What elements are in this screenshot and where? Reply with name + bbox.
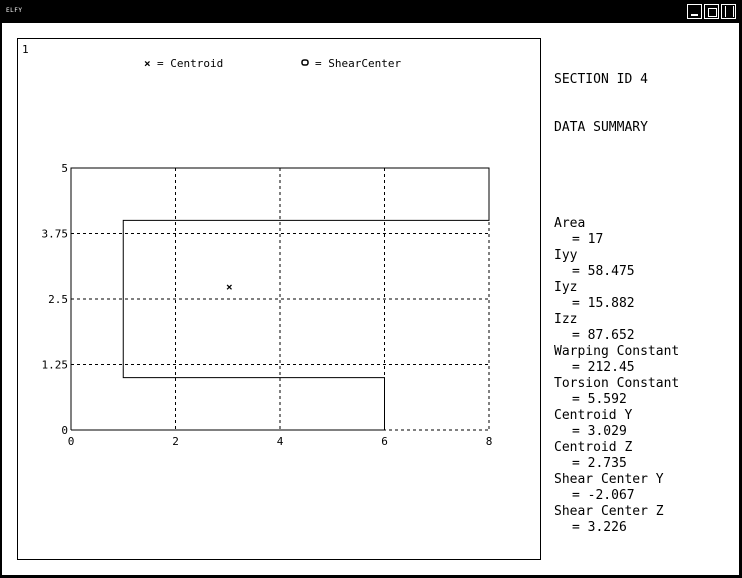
summary-value: = 2.735 bbox=[572, 456, 627, 471]
section-chart: 1 × = Centroid = ShearCenter 0 2 4 6 8 0 1.25 2… bbox=[22, 43, 493, 448]
legend-shearcenter-label: = ShearCenter bbox=[315, 57, 401, 70]
client-area: 1 × = Centroid = ShearCenter 0 2 4 6 8 0 1.25 2… bbox=[2, 23, 739, 575]
summary-label: Warping Constant bbox=[554, 344, 680, 359]
circle-icon bbox=[301, 59, 309, 66]
window-title: ELFY bbox=[6, 7, 23, 14]
summary-label: Torsion Constant bbox=[554, 376, 680, 391]
summary-value: = 15.882 bbox=[572, 296, 635, 311]
title-bar: ELFY bbox=[0, 0, 742, 22]
section-id-heading: SECTION ID 4 bbox=[554, 72, 648, 87]
x-tick-label: 6 bbox=[381, 435, 388, 448]
y-tick-label: 0 bbox=[61, 424, 68, 437]
summary-label: Centroid Z bbox=[554, 440, 633, 455]
x-tick-label: 4 bbox=[277, 435, 284, 448]
data-summary-panel: SECTION ID 4 DATA SUMMARY Area = 17 Iyy = 5… bbox=[554, 40, 734, 568]
x-tick-label: 0 bbox=[68, 435, 75, 448]
y-tick-label: 5 bbox=[61, 162, 68, 175]
summary-value: = 3.226 bbox=[572, 520, 627, 535]
y-tick-label: 3.75 bbox=[42, 228, 69, 241]
summary-label: Iyy bbox=[554, 248, 578, 263]
x-tick-label: 2 bbox=[172, 435, 179, 448]
maximize-button[interactable] bbox=[704, 4, 719, 19]
legend-centroid-label: = Centroid bbox=[157, 57, 223, 70]
summary-value: = 212.45 bbox=[572, 360, 635, 375]
summary-value: = -2.067 bbox=[572, 488, 635, 503]
summary-value: = 87.652 bbox=[572, 328, 635, 343]
section-outline bbox=[70, 167, 490, 431]
section-plot: 1 × = Centroid = ShearCenter 0 2 4 6 8 0 1.25 2… bbox=[17, 38, 541, 560]
close-button[interactable] bbox=[721, 4, 736, 19]
cross-icon: × bbox=[144, 57, 151, 70]
centroid-marker: × bbox=[226, 281, 233, 294]
summary-value: = 3.029 bbox=[572, 424, 627, 439]
summary-label: Area bbox=[554, 216, 586, 231]
summary-label: Izz bbox=[554, 312, 578, 327]
summary-label: Shear Center Z bbox=[554, 504, 664, 519]
data-summary-heading: DATA SUMMARY bbox=[554, 120, 648, 135]
summary-value: = 17 bbox=[572, 232, 604, 247]
summary-value: = 58.475 bbox=[572, 264, 635, 279]
minimize-button[interactable] bbox=[687, 4, 702, 19]
x-tick-label: 8 bbox=[486, 435, 493, 448]
plot-number: 1 bbox=[22, 43, 29, 56]
summary-label: Centroid Y bbox=[554, 408, 633, 423]
y-tick-label: 2.5 bbox=[48, 293, 68, 306]
y-tick-label: 1.25 bbox=[42, 359, 69, 372]
summary-label: Shear Center Y bbox=[554, 472, 664, 487]
summary-label: Iyz bbox=[554, 280, 578, 295]
summary-value: = 5.592 bbox=[572, 392, 627, 407]
